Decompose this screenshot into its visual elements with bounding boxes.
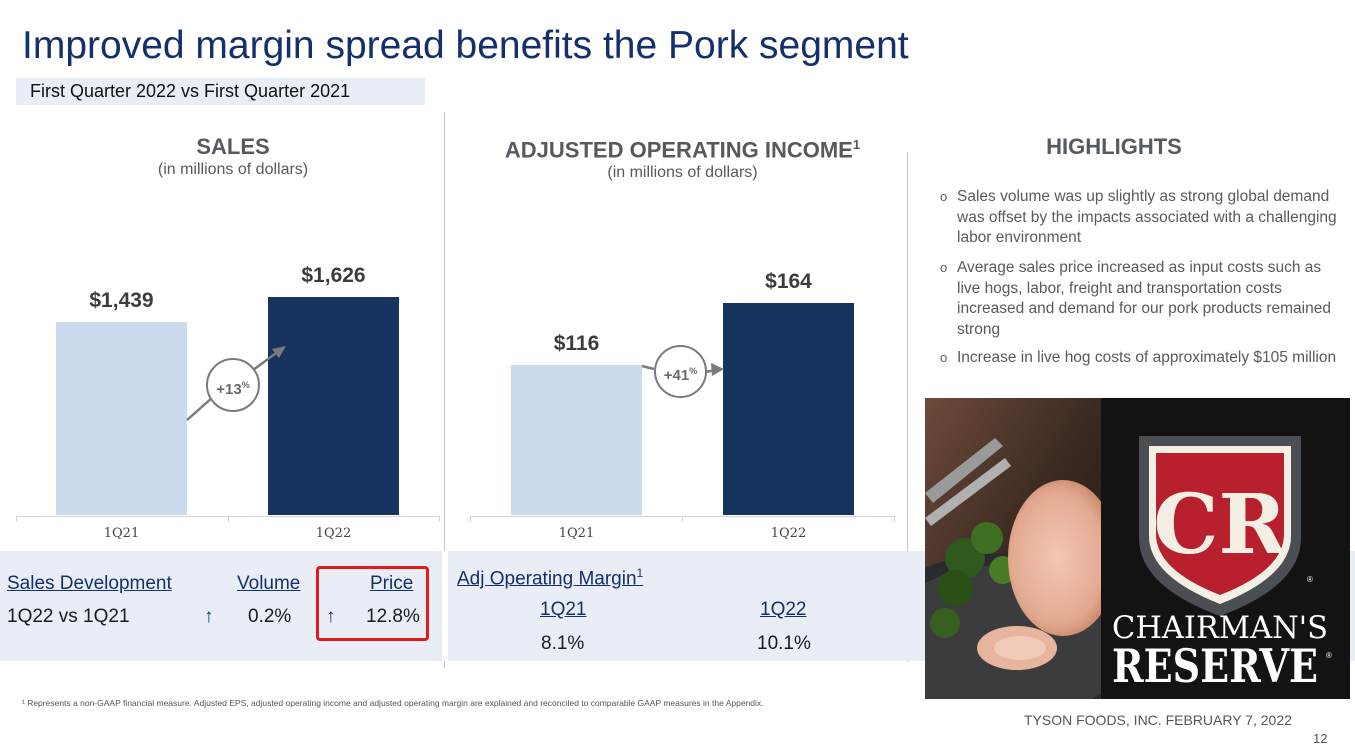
volume-header: Volume: [237, 573, 301, 594]
sales-chart-subtitle: (in millions of dollars): [157, 161, 309, 178]
highlight-bullet-icon: o: [940, 260, 948, 275]
aoi-growth-value: +41: [663, 367, 690, 384]
sales-bar-1q21: [56, 322, 187, 515]
highlight-bullet-icon: o: [940, 350, 948, 365]
sales-category-label-1q21: 1Q21: [103, 526, 140, 541]
brand-name-line1: CHAIRMAN'S: [1112, 610, 1328, 646]
adj-margin-1q21-header: 1Q21: [540, 599, 587, 620]
page-title: Improved margin spread benefits the Pork…: [22, 24, 909, 67]
sales-growth-unit: %: [241, 380, 250, 390]
aoi-category-label-1q21: 1Q21: [558, 526, 595, 541]
sales-value-label-1q21: $1,439: [89, 289, 154, 312]
price-value: 12.8%: [366, 606, 420, 627]
adj-margin-footnote-mark: 1: [636, 566, 644, 580]
price-header: Price: [370, 573, 414, 594]
footnote: ¹ Represents a non-GAAP financial measur…: [22, 698, 764, 708]
sales-axis-tick: [16, 516, 17, 522]
aoi-category-label-1q22: 1Q22: [770, 526, 807, 541]
panel-divider-left: [444, 112, 445, 668]
aoi-chart-title: ADJUSTED OPERATING INCOME1: [470, 137, 895, 163]
aoi-bar-1q21: [511, 365, 642, 515]
aoi-value-label-1q21: $116: [553, 332, 600, 355]
product-image: CR ® CHAIRMAN'S RESERVE ®: [925, 398, 1350, 699]
metrics-band-gap: [442, 551, 448, 661]
highlight-text: Increase in live hog costs of approximat…: [957, 349, 1337, 366]
subtitle-band: [16, 78, 425, 105]
page-subtitle: First Quarter 2022 vs First Quarter 2021: [30, 81, 351, 101]
sales-development-row-label: 1Q22 vs 1Q21: [7, 606, 130, 627]
adj-margin-1q21-value: 8.1%: [541, 633, 585, 654]
adj-margin-1q22-header: 1Q22: [760, 599, 807, 620]
brand-name-line2: RESERVE: [1112, 639, 1318, 693]
highlight-item: o Sales volume was up slightly as strong…: [940, 187, 1340, 249]
highlight-bullet-icon: o: [940, 189, 948, 204]
sales-growth-value: +13: [216, 381, 242, 398]
sales-category-label-1q22: 1Q22: [315, 526, 352, 541]
sales-axis-tick: [228, 516, 229, 522]
company-date-footer: TYSON FOODS, INC. FEBRUARY 7, 2022: [1024, 712, 1292, 728]
aoi-growth-unit: %: [689, 366, 698, 376]
brand-registered-mark: ®: [1307, 575, 1313, 584]
aoi-axis-tick: [470, 516, 471, 522]
brand-monogram: CR: [1153, 477, 1287, 573]
brand-registered-mark: ®: [1326, 651, 1332, 660]
sales-growth-badge: +13%: [206, 358, 260, 412]
aoi-axis-tick: [682, 516, 683, 522]
chairmans-reserve-logo: CR ® CHAIRMAN'S RESERVE ®: [1112, 436, 1332, 693]
sales-development-header: Sales Development: [7, 573, 172, 594]
sales-value-label-1q22: $1,626: [301, 264, 366, 287]
page-number: 12: [1313, 731, 1328, 746]
highlight-item: o Increase in live hog costs of approxim…: [940, 348, 1340, 369]
aoi-value-label-1q22: $164: [765, 270, 812, 293]
volume-up-arrow-icon: ↑: [204, 606, 214, 627]
aoi-chart-title-footnote-mark: 1: [852, 137, 861, 152]
aoi-chart-title-text: ADJUSTED OPERATING INCOME: [504, 137, 853, 163]
highlight-item: o Average sales price increased as input…: [940, 258, 1340, 340]
price-highlight-box: [316, 566, 429, 641]
highlights-title: HIGHLIGHTS: [1046, 134, 1182, 159]
adj-margin-header: Adj Operating Margin1: [457, 566, 643, 590]
aoi-axis-tick: [894, 516, 895, 522]
adj-margin-header-text: Adj Operating Margin: [457, 568, 637, 590]
sales-chart-title: SALES: [196, 134, 270, 159]
highlight-text: Sales volume was up slightly as strong g…: [957, 188, 1337, 246]
aoi-chart-subtitle: (in millions of dollars): [607, 164, 758, 181]
aoi-bar-1q22: [723, 303, 854, 515]
aoi-growth-badge: +41%: [654, 345, 707, 398]
price-up-arrow-icon: ↑: [326, 606, 336, 627]
adj-margin-1q22-value: 10.1%: [757, 633, 811, 654]
sales-bar-1q22: [268, 297, 399, 515]
volume-value: 0.2%: [248, 606, 292, 627]
highlight-text: Average sales price increased as input c…: [957, 259, 1331, 338]
panel-divider-right: [907, 152, 908, 662]
sales-axis-tick: [439, 516, 440, 522]
